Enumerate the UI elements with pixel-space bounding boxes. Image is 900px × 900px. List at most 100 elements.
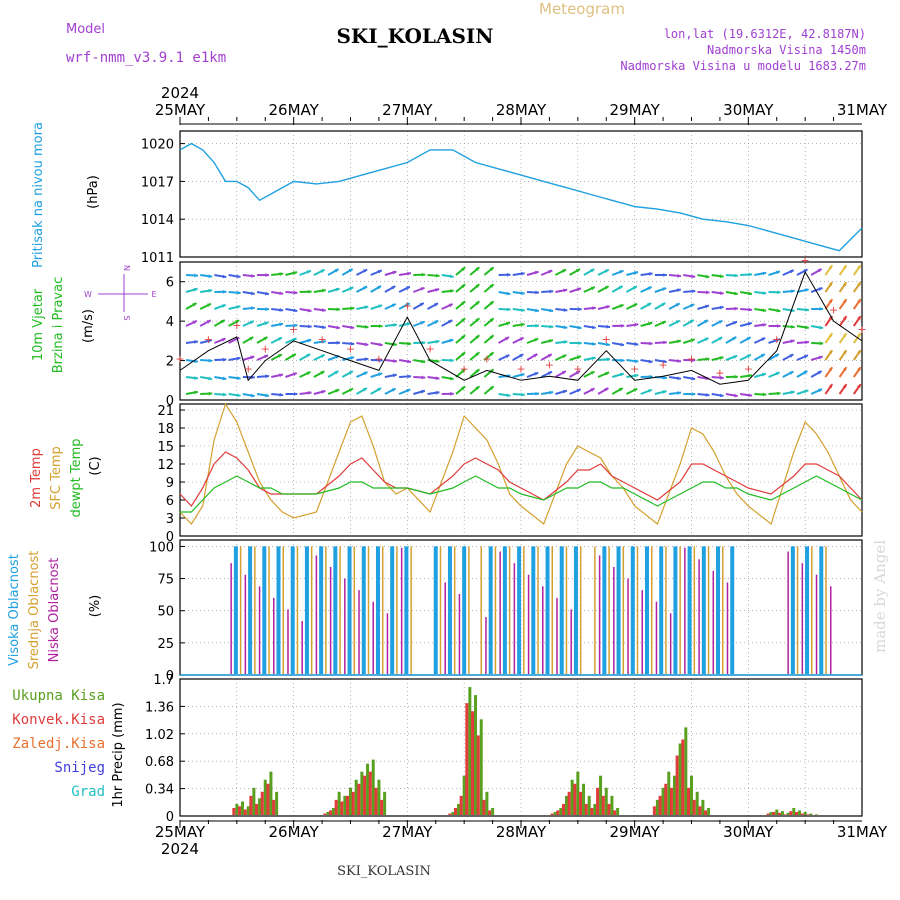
- wind-arrow-head: [461, 267, 466, 272]
- precip-conv-bar: [681, 739, 685, 815]
- precip-tick-labels: 0 0.34 0.68 1.02 1.36 1.7: [145, 673, 185, 825]
- temp-tick-21: 21: [157, 404, 174, 419]
- wind-arrow-head: [507, 272, 511, 277]
- wind-arrow-head: [533, 354, 538, 358]
- wind-arrow-head: [592, 306, 596, 311]
- wind-arrow-head: [562, 269, 567, 273]
- wind-arrow-head: [618, 286, 623, 290]
- wind-arrow-head: [804, 354, 808, 359]
- compass-w: W: [84, 290, 92, 299]
- gust-marker: +: [829, 303, 838, 316]
- wind-arrow-head: [264, 321, 269, 326]
- wind-arrow-head: [535, 290, 539, 295]
- footer-station: SKI_KOLASIN: [337, 864, 431, 879]
- precip-conv-bar: [340, 801, 344, 815]
- wind-arrow-head: [407, 374, 412, 379]
- wind-arrow-head: [279, 322, 284, 327]
- wind-ylabel-1: 10m Vjetar: [31, 288, 46, 361]
- wind-arrow-head: [563, 308, 568, 312]
- wind-arrow-head: [591, 325, 596, 330]
- wind-arrow-head: [307, 338, 312, 343]
- precip-total-bar: [661, 787, 665, 815]
- precip-total-bar: [491, 807, 495, 815]
- wind-arrow-head: [549, 324, 554, 329]
- precip-conv-bar: [806, 814, 810, 815]
- wind-arrow-head: [691, 376, 696, 381]
- wind-arrow-head: [791, 324, 795, 329]
- wind-arrow-head: [648, 272, 653, 276]
- wind-arrow-head: [249, 320, 254, 325]
- wind-arrow-head: [828, 299, 833, 304]
- wind-arrow-head: [535, 308, 539, 313]
- wind-arrow-head: [335, 287, 340, 292]
- wind-arrow-head: [733, 321, 738, 325]
- precip-conv-bar: [658, 795, 662, 815]
- precip-conv-bar: [357, 783, 361, 815]
- wind-arrow-head: [378, 342, 383, 347]
- wind-arrow-head: [434, 320, 439, 324]
- wind-arrow-head: [292, 372, 297, 377]
- wind-arrow-head: [576, 371, 581, 375]
- wind-arrow-head: [675, 303, 680, 307]
- wind-arrow-head: [620, 342, 625, 347]
- wind-arrow-head: [662, 359, 667, 364]
- wind-arrow-head: [250, 291, 255, 296]
- wind-compass: N S W E: [84, 265, 156, 321]
- precip-total-bar: [468, 687, 472, 815]
- wind-arrow-head: [279, 373, 283, 378]
- wind-arrow-head: [322, 339, 326, 344]
- wind-arrow-head: [733, 291, 738, 296]
- wind-arrow-head: [748, 291, 752, 296]
- station-title: SKI_KOLASIN: [336, 24, 493, 48]
- precip-conv-bar: [777, 812, 781, 815]
- wind-arrow-head: [208, 288, 213, 293]
- wind-arrow-head: [461, 284, 466, 289]
- wind-arrow-head: [719, 305, 724, 310]
- pressure-tick-1020: 1020: [141, 138, 174, 153]
- precip-total-bar: [343, 795, 347, 815]
- precip-conv-bar: [692, 799, 696, 815]
- precip-total-bar: [570, 779, 574, 815]
- precip-conv-bar: [550, 813, 554, 815]
- precip-conv-bar: [607, 803, 611, 815]
- pressure-tick-1011: 1011: [141, 251, 174, 266]
- wind-arrow-head: [619, 270, 624, 274]
- wind-arrow-head: [535, 323, 539, 328]
- wind-arrow-head: [475, 301, 480, 306]
- wind-arrow-head: [605, 305, 610, 309]
- wind-arrow-head: [648, 321, 653, 326]
- precip-conv-bar: [448, 813, 452, 815]
- precip-total-bar: [462, 775, 466, 815]
- wind-arrow-head: [842, 367, 847, 372]
- wind-arrow-head: [547, 371, 552, 375]
- wind-arrow-head: [378, 304, 383, 309]
- wind-arrow-head: [277, 337, 282, 341]
- wind-arrow-head: [690, 338, 695, 343]
- wind-arrow-head: [221, 338, 226, 342]
- wind-arrow-head: [634, 271, 639, 275]
- gust-marker: +: [374, 353, 383, 366]
- precip-conv-bar: [346, 795, 349, 815]
- wind-arrow-head: [279, 291, 284, 296]
- precip-conv-bar: [323, 813, 327, 815]
- wind-arrow-head: [762, 392, 767, 397]
- wind-arrow-head: [857, 367, 861, 372]
- wind-arrow-head: [419, 303, 424, 307]
- wind-arrow-head: [306, 270, 311, 274]
- pressure-frame: [179, 130, 863, 258]
- wind-arrow-head: [842, 282, 847, 287]
- wind-arrow-head: [857, 350, 861, 355]
- wind-arrow-head: [805, 340, 809, 345]
- wind-arrow-head: [235, 320, 240, 324]
- precip-total-bar: [786, 812, 790, 815]
- bottom-date-29may: 29MAY: [610, 823, 661, 841]
- precip-conv-bar: [266, 783, 270, 815]
- wind-tick-4: 4: [166, 315, 174, 330]
- wind-arrow-head: [379, 358, 383, 363]
- wind-arrow-head: [393, 323, 397, 327]
- wind-arrow-head: [719, 393, 724, 398]
- temp-frame: [179, 403, 863, 537]
- wind-arrow-head: [250, 355, 255, 360]
- gust-marker: +: [403, 299, 412, 312]
- precip-total-bar: [235, 803, 239, 815]
